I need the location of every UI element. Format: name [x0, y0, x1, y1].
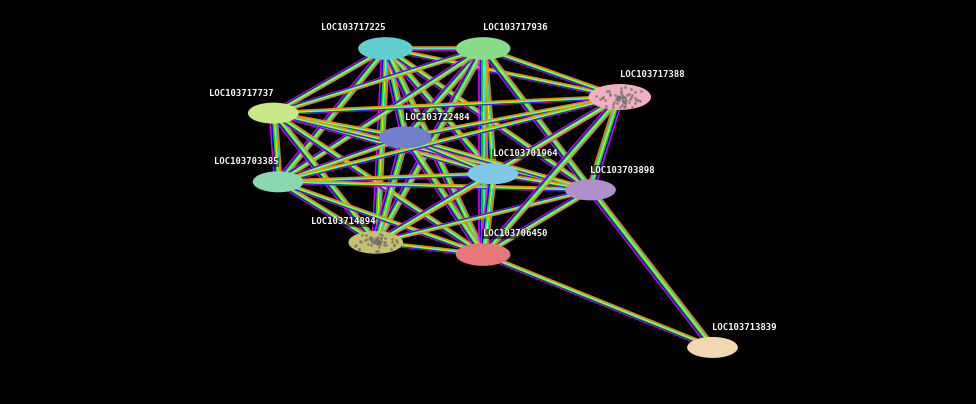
- Circle shape: [248, 103, 299, 124]
- Circle shape: [468, 163, 518, 184]
- Text: LOC103722484: LOC103722484: [405, 113, 469, 122]
- Text: LOC103717225: LOC103717225: [321, 23, 386, 32]
- Circle shape: [589, 84, 651, 110]
- Circle shape: [687, 337, 738, 358]
- Text: LOC103714894: LOC103714894: [311, 217, 376, 226]
- Text: LOC103713839: LOC103713839: [712, 323, 777, 332]
- Text: LOC103717737: LOC103717737: [209, 89, 273, 98]
- Text: LOC103703385: LOC103703385: [214, 158, 278, 166]
- Circle shape: [456, 243, 510, 266]
- Circle shape: [456, 37, 510, 60]
- Text: LOC103706450: LOC103706450: [483, 229, 548, 238]
- Text: LOC103717936: LOC103717936: [483, 23, 548, 32]
- Text: LOC103717388: LOC103717388: [620, 70, 684, 79]
- Circle shape: [379, 126, 431, 148]
- Circle shape: [348, 231, 403, 254]
- Circle shape: [253, 171, 304, 192]
- Circle shape: [358, 37, 413, 60]
- Text: LOC103701964: LOC103701964: [493, 149, 557, 158]
- Text: LOC103703898: LOC103703898: [590, 166, 655, 175]
- Circle shape: [565, 179, 616, 200]
